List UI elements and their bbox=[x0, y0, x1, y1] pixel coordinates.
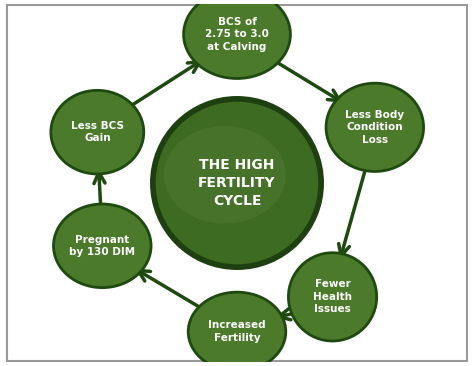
Text: Less Body
Condition
Loss: Less Body Condition Loss bbox=[345, 110, 404, 145]
Ellipse shape bbox=[183, 0, 291, 78]
Text: THE HIGH
FERTILITY
CYCLE: THE HIGH FERTILITY CYCLE bbox=[198, 158, 276, 208]
Ellipse shape bbox=[54, 204, 151, 288]
Text: Less BCS
Gain: Less BCS Gain bbox=[71, 121, 124, 143]
Ellipse shape bbox=[326, 83, 424, 171]
Ellipse shape bbox=[150, 96, 324, 270]
FancyBboxPatch shape bbox=[7, 5, 467, 361]
Text: Fewer
Health
Issues: Fewer Health Issues bbox=[313, 280, 352, 314]
Ellipse shape bbox=[188, 292, 286, 366]
Text: Increased
Fertility: Increased Fertility bbox=[208, 321, 266, 343]
Text: Pregnant
by 130 DIM: Pregnant by 130 DIM bbox=[69, 235, 136, 257]
Ellipse shape bbox=[164, 126, 286, 224]
Ellipse shape bbox=[288, 253, 377, 341]
Ellipse shape bbox=[155, 102, 319, 264]
Text: BCS of
2.75 to 3.0
at Calving: BCS of 2.75 to 3.0 at Calving bbox=[205, 17, 269, 52]
Ellipse shape bbox=[51, 90, 144, 174]
